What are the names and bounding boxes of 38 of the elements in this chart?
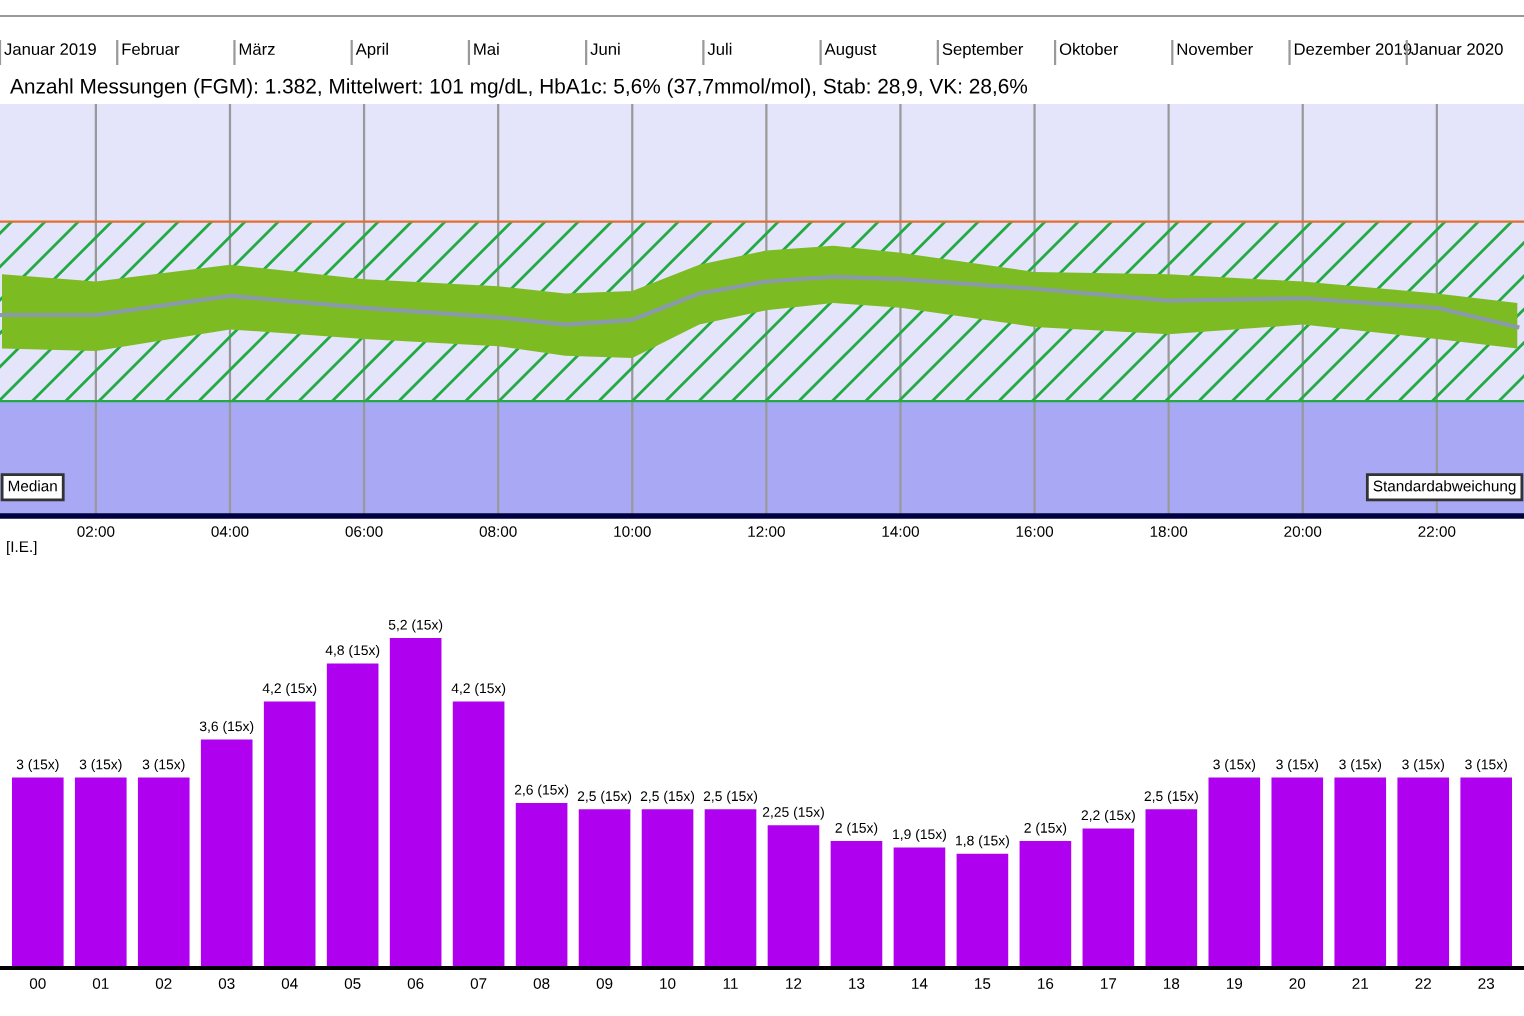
bar [1271, 777, 1324, 968]
bar [956, 853, 1009, 968]
bar [893, 847, 946, 968]
bar [1208, 777, 1261, 968]
bar [515, 803, 568, 968]
category-label: September [942, 42, 1024, 59]
category-label: Juni [590, 42, 620, 56]
category-label: Januar 2020 [1411, 43, 1503, 56]
bar [137, 777, 190, 968]
category-label: Februar [122, 42, 180, 56]
category-label: Mai [474, 42, 499, 56]
bar [1334, 777, 1387, 968]
bar [74, 777, 127, 968]
category-label: November [1177, 42, 1253, 56]
bar [326, 663, 379, 968]
bar [767, 825, 820, 968]
bar [1082, 828, 1135, 968]
bar [578, 809, 631, 968]
category-label: Dezember 2019 [1294, 42, 1412, 56]
bar [1145, 809, 1198, 968]
bar [1397, 777, 1450, 968]
category-label: Januar 2019 [4, 43, 96, 56]
bar [263, 701, 316, 968]
category-label: März [239, 43, 275, 56]
chart-title: Anzahl Messungen (FGM): 1.382, Mittelwert: 101 mg/dL, HbA1c: 5,6% (37,7mmol/mol), Stab: 28,9, VK: 28,6% [10, 78, 1028, 98]
bar [11, 777, 64, 968]
bar [1460, 777, 1513, 968]
category-label: August [824, 43, 877, 59]
category-label: Juli [707, 42, 732, 56]
bar [200, 739, 253, 968]
category-label: April [355, 42, 388, 59]
bar [452, 701, 505, 968]
bar [704, 809, 757, 968]
category-label: Oktober [1059, 42, 1119, 56]
bar [389, 638, 442, 968]
bar [1019, 841, 1072, 968]
bar [641, 809, 694, 968]
bar [830, 841, 883, 968]
